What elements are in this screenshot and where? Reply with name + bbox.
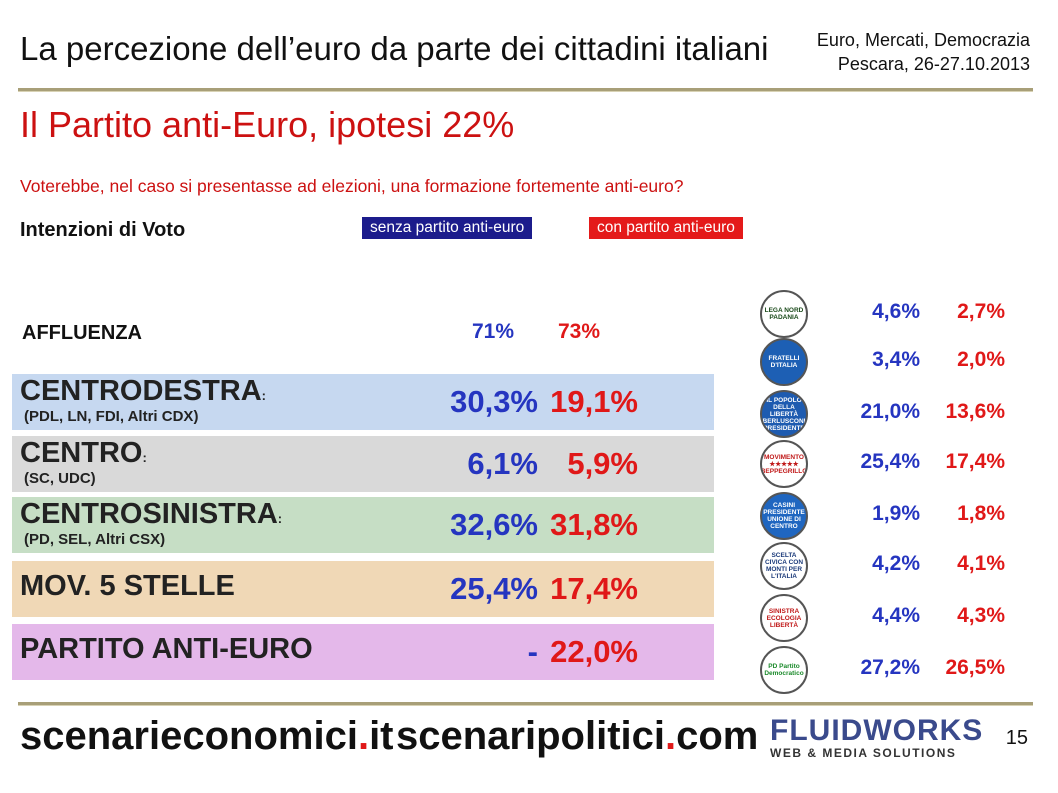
event-info: Euro, Mercati, Democrazia Pescara, 26-27… xyxy=(817,28,1030,76)
party-value-without: 4,6% xyxy=(872,300,920,323)
site2-dot: . xyxy=(664,714,677,758)
affluenza-without: 71% xyxy=(472,320,515,343)
party-value-with: 26,5% xyxy=(945,656,1005,679)
scelta-civica-logo: SCELTA CIVICA CON MONTI PER L'ITALIA xyxy=(760,542,808,590)
coalition-name: MOV. 5 STELLE xyxy=(20,570,235,603)
coalition-value-with: 5,9% xyxy=(567,446,638,481)
party-value-without: 1,9% xyxy=(872,502,920,525)
coalition-colon: : xyxy=(142,450,147,465)
coalition-colon: : xyxy=(277,511,283,526)
pdl-logo: IL POPOLO DELLA LIBERTÀ BERLUSCONI PRESI… xyxy=(760,390,808,438)
footer-divider xyxy=(18,702,1033,706)
logo-text: LEGA NORD PADANIA xyxy=(764,307,804,321)
party-value-with: 1,8% xyxy=(957,502,1005,525)
page-number: 15 xyxy=(1005,727,1028,749)
pd-logo: PD Partito Democratico xyxy=(760,646,808,694)
coalition-value-without: 32,6% xyxy=(450,507,538,542)
coalition-row: CENTROSINISTRA: (PD, SEL, Altri CSX) 32,6%… xyxy=(12,497,714,553)
coalition-name: CENTRO: xyxy=(20,437,147,470)
udc-logo: CASINI PRESIDENTE UNIONE DI CENTRO xyxy=(760,492,808,540)
logo-text: SCELTA CIVICA CON MONTI PER L'ITALIA xyxy=(764,552,804,580)
coalition-value-with: 22,0% xyxy=(550,634,638,669)
logo-text: IL POPOLO DELLA LIBERTÀ BERLUSCONI PRESI… xyxy=(762,396,806,432)
event-name: Euro, Mercati, Democrazia xyxy=(816,30,1030,50)
fratelli-italia-logo: FRATELLI D'ITALIA xyxy=(760,338,808,386)
logo-text: PD Partito Democratico xyxy=(764,663,804,677)
site1-dot: . xyxy=(357,714,370,758)
event-place-date: Pescara, 26-27.10.2013 xyxy=(837,54,1030,74)
logo-text: SINISTRA ECOLOGIA LIBERTÀ xyxy=(766,607,802,629)
coalition-value-without: 6,1% xyxy=(467,446,538,481)
coalition-name-text: PARTITO ANTI-EURO xyxy=(20,633,313,665)
coalition-row: CENTRODESTRA: (PDL, LN, FDI, Altri CDX) 30… xyxy=(12,374,714,430)
coalition-value-with: 17,4% xyxy=(550,571,638,606)
coalition-name-text: CENTRO xyxy=(20,437,143,469)
site1-main: scenarieconomici xyxy=(20,714,358,758)
coalition-row: MOV. 5 STELLE 25,4% 17,4% xyxy=(12,561,714,617)
lega-nord-logo: LEGA NORD PADANIA xyxy=(760,290,808,338)
coalition-row: CENTRO: (SC, UDC) 6,1% 5,9% xyxy=(12,436,714,492)
coalition-detail: (PDL, LN, FDI, Altri CDX) xyxy=(24,408,199,425)
legend-with: con partito anti-euro xyxy=(589,217,743,239)
party-value-without: 21,0% xyxy=(860,400,920,423)
party-value-with: 4,1% xyxy=(957,552,1005,575)
party-value-without: 25,4% xyxy=(860,450,920,473)
site-scenarieconomici[interactable]: scenarieconomici.it xyxy=(20,714,394,759)
coalition-value-without: 25,4% xyxy=(450,571,538,606)
sel-logo: SINISTRA ECOLOGIA LIBERTÀ xyxy=(760,594,808,642)
coalition-name: CENTROSINISTRA: xyxy=(20,498,282,531)
coalition-value-with: 31,8% xyxy=(550,507,638,542)
coalition-name: PARTITO ANTI-EURO xyxy=(20,633,313,666)
party-value-without: 27,2% xyxy=(860,656,920,679)
site-scenaripolitici[interactable]: scenaripolitici.com xyxy=(396,714,758,759)
logo-text: FRATELLI D'ITALIA xyxy=(768,355,800,369)
coalition-row: PARTITO ANTI-EURO -22,0% xyxy=(12,624,714,680)
brand-subtitle: WEB & MEDIA SOLUTIONS xyxy=(770,746,957,760)
coalition-value-without: - xyxy=(527,634,538,669)
slide-subtitle: Il Partito anti-Euro, ipotesi 22% xyxy=(20,104,515,145)
fluidworks-logo: FLUIDWORKS WEB & MEDIA SOLUTIONS xyxy=(770,714,984,760)
coalition-value-without: 30,3% xyxy=(450,384,538,419)
coalition-name: CENTRODESTRA: xyxy=(20,375,266,408)
coalition-colon: : xyxy=(261,388,267,403)
site2-tld: com xyxy=(676,714,759,758)
coalition-value-with: 19,1% xyxy=(550,384,638,419)
affluenza-with: 73% xyxy=(558,320,601,343)
party-value-without: 3,4% xyxy=(872,348,920,371)
coalition-name-text: CENTROSINISTRA xyxy=(20,498,278,530)
logo-text: MOVIMENTO ★★★★★ BEPPEGRILLO xyxy=(760,453,808,475)
party-value-without: 4,2% xyxy=(872,552,920,575)
slide-title: La percezione dell’euro da parte dei cit… xyxy=(20,30,769,67)
party-value-with: 13,6% xyxy=(945,400,1005,423)
coalition-detail: (PD, SEL, Altri CSX) xyxy=(24,531,166,548)
m5s-logo: MOVIMENTO ★★★★★ BEPPEGRILLO xyxy=(760,440,808,488)
party-value-with: 17,4% xyxy=(945,450,1005,473)
coalition-name-text: MOV. 5 STELLE xyxy=(20,570,235,602)
party-value-with: 4,3% xyxy=(957,604,1005,627)
coalition-detail: (SC, UDC) xyxy=(24,470,96,487)
section-label: Intenzioni di Voto xyxy=(20,219,186,241)
party-value-without: 4,4% xyxy=(872,604,920,627)
affluenza-label: AFFLUENZA xyxy=(22,322,142,344)
site1-tld: it xyxy=(369,714,394,758)
header-divider xyxy=(18,88,1033,92)
survey-question: Voterebbe, nel caso si presentasse ad el… xyxy=(20,176,684,196)
coalition-name-text: CENTRODESTRA xyxy=(20,375,262,407)
legend-without: senza partito anti-euro xyxy=(362,217,533,239)
brand-name: FLUIDWORKS xyxy=(770,714,984,747)
party-value-with: 2,7% xyxy=(957,300,1005,323)
logo-text: CASINI PRESIDENTE UNIONE DI CENTRO xyxy=(763,502,805,530)
party-value-with: 2,0% xyxy=(957,348,1005,371)
site2-main: scenaripolitici xyxy=(396,714,665,758)
